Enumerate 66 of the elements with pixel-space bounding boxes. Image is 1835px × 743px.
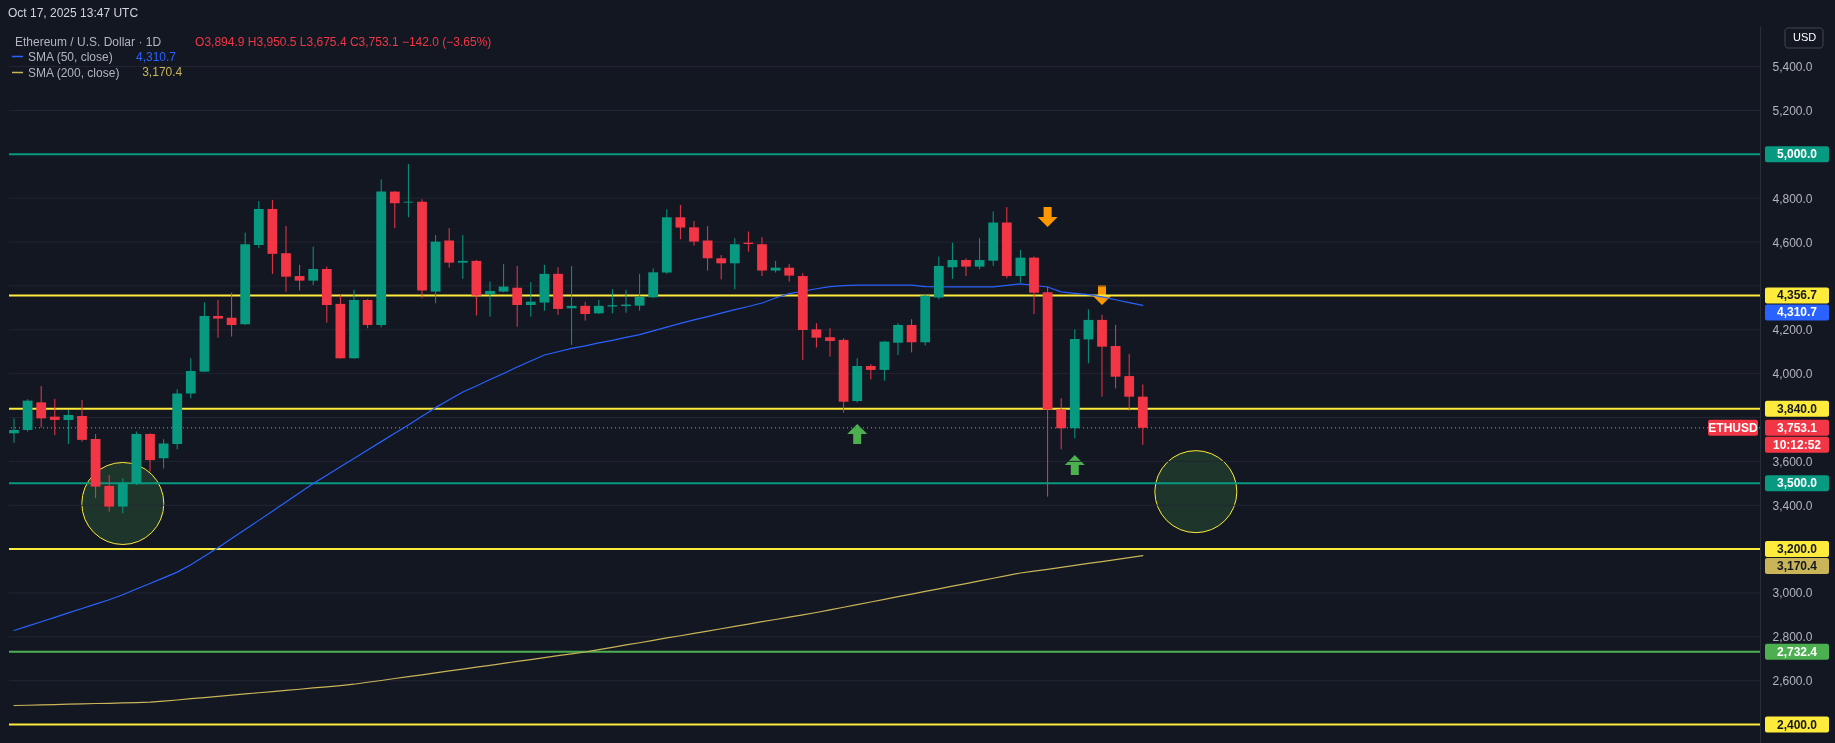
candlestick — [1124, 353, 1135, 412]
candlestick — [485, 281, 495, 318]
legend-label: SMA (200, close) — [28, 65, 120, 80]
y-tick-label: 3,400.0 — [1772, 498, 1813, 513]
y-tick-label: 5,400.0 — [1772, 60, 1813, 75]
annotation: 3,170.4 — [142, 65, 183, 79]
y-tick-label: 4,200.0 — [1772, 323, 1813, 338]
ref-line-label: 3,500.0 — [1776, 476, 1818, 491]
text: 3,753.1 — [1776, 420, 1818, 435]
candlestick — [607, 288, 618, 314]
y-tick-label: 3,000.0 — [1772, 586, 1813, 601]
candlestick — [9, 417, 19, 444]
candlestick — [716, 254, 727, 280]
candlestick — [811, 322, 822, 349]
candlestick — [403, 163, 414, 218]
candlestick — [185, 357, 196, 399]
ref-line-label: 4,356.7 — [1776, 288, 1818, 303]
candlestick — [1015, 249, 1026, 284]
y-tick-label: 4,000.0 — [1772, 367, 1813, 382]
candlestick — [580, 301, 591, 322]
ref-line-label: 3,840.0 — [1776, 401, 1818, 416]
candlestick — [63, 409, 74, 445]
text: Ethereum / U.S. Dollar · 1D — [15, 35, 162, 49]
candlestick — [634, 273, 645, 312]
candlestick — [389, 190, 400, 229]
ref-line-label: 2,732.4 — [1776, 644, 1818, 659]
candlestick — [906, 318, 917, 353]
candlestick — [512, 265, 523, 328]
y-tick-label: 3,600.0 — [1772, 454, 1813, 469]
ref-line-label: ETHUSD — [1708, 420, 1758, 435]
text: Oct 17, 2025 13:47 UTC — [8, 6, 139, 20]
annotation: 4,310.7 — [136, 50, 177, 64]
ref-line-label: 2,400.0 — [1776, 717, 1818, 732]
candlestick — [525, 281, 536, 318]
candlestick — [308, 246, 319, 286]
text: 10:12:52 — [1772, 437, 1822, 452]
candlestick — [961, 257, 971, 277]
y-tick-label: 5,200.0 — [1772, 103, 1813, 118]
candlestick — [498, 263, 509, 293]
ref-line-label: 3,200.0 — [1776, 542, 1818, 557]
candlestick — [974, 237, 985, 270]
candlestick — [294, 264, 305, 292]
text: 3,170.4 — [1776, 559, 1818, 574]
line-series — [13, 555, 1144, 707]
candlestick — [213, 299, 223, 339]
y-tick-label: 4,800.0 — [1772, 191, 1813, 206]
candlestick — [1083, 308, 1094, 364]
candlestick — [104, 474, 115, 513]
annotation: O3,894.9 H3,950.5 L3,675.4 C3,753.1 −142.0 (−3.65%) — [195, 35, 492, 49]
candlestick — [444, 227, 455, 269]
y-tick-label: 2,800.0 — [1772, 630, 1813, 645]
candlestick — [825, 327, 835, 358]
y-axis-title: USD — [1793, 31, 1817, 43]
candlestick — [158, 438, 169, 469]
ref-line-label: 5,000.0 — [1776, 147, 1818, 162]
candlestick — [729, 237, 740, 290]
text: 4,310.7 — [1776, 305, 1818, 320]
candlestick — [689, 220, 699, 247]
candlestick — [281, 225, 291, 293]
legend-label: SMA (50, close) — [28, 49, 113, 64]
line-series — [13, 283, 1144, 632]
candlestick — [457, 234, 468, 280]
y-tick-label: 4,600.0 — [1772, 235, 1813, 250]
candlestick — [893, 322, 903, 356]
y-tick-label: 2,600.0 — [1772, 674, 1813, 689]
candlestick — [675, 204, 686, 240]
